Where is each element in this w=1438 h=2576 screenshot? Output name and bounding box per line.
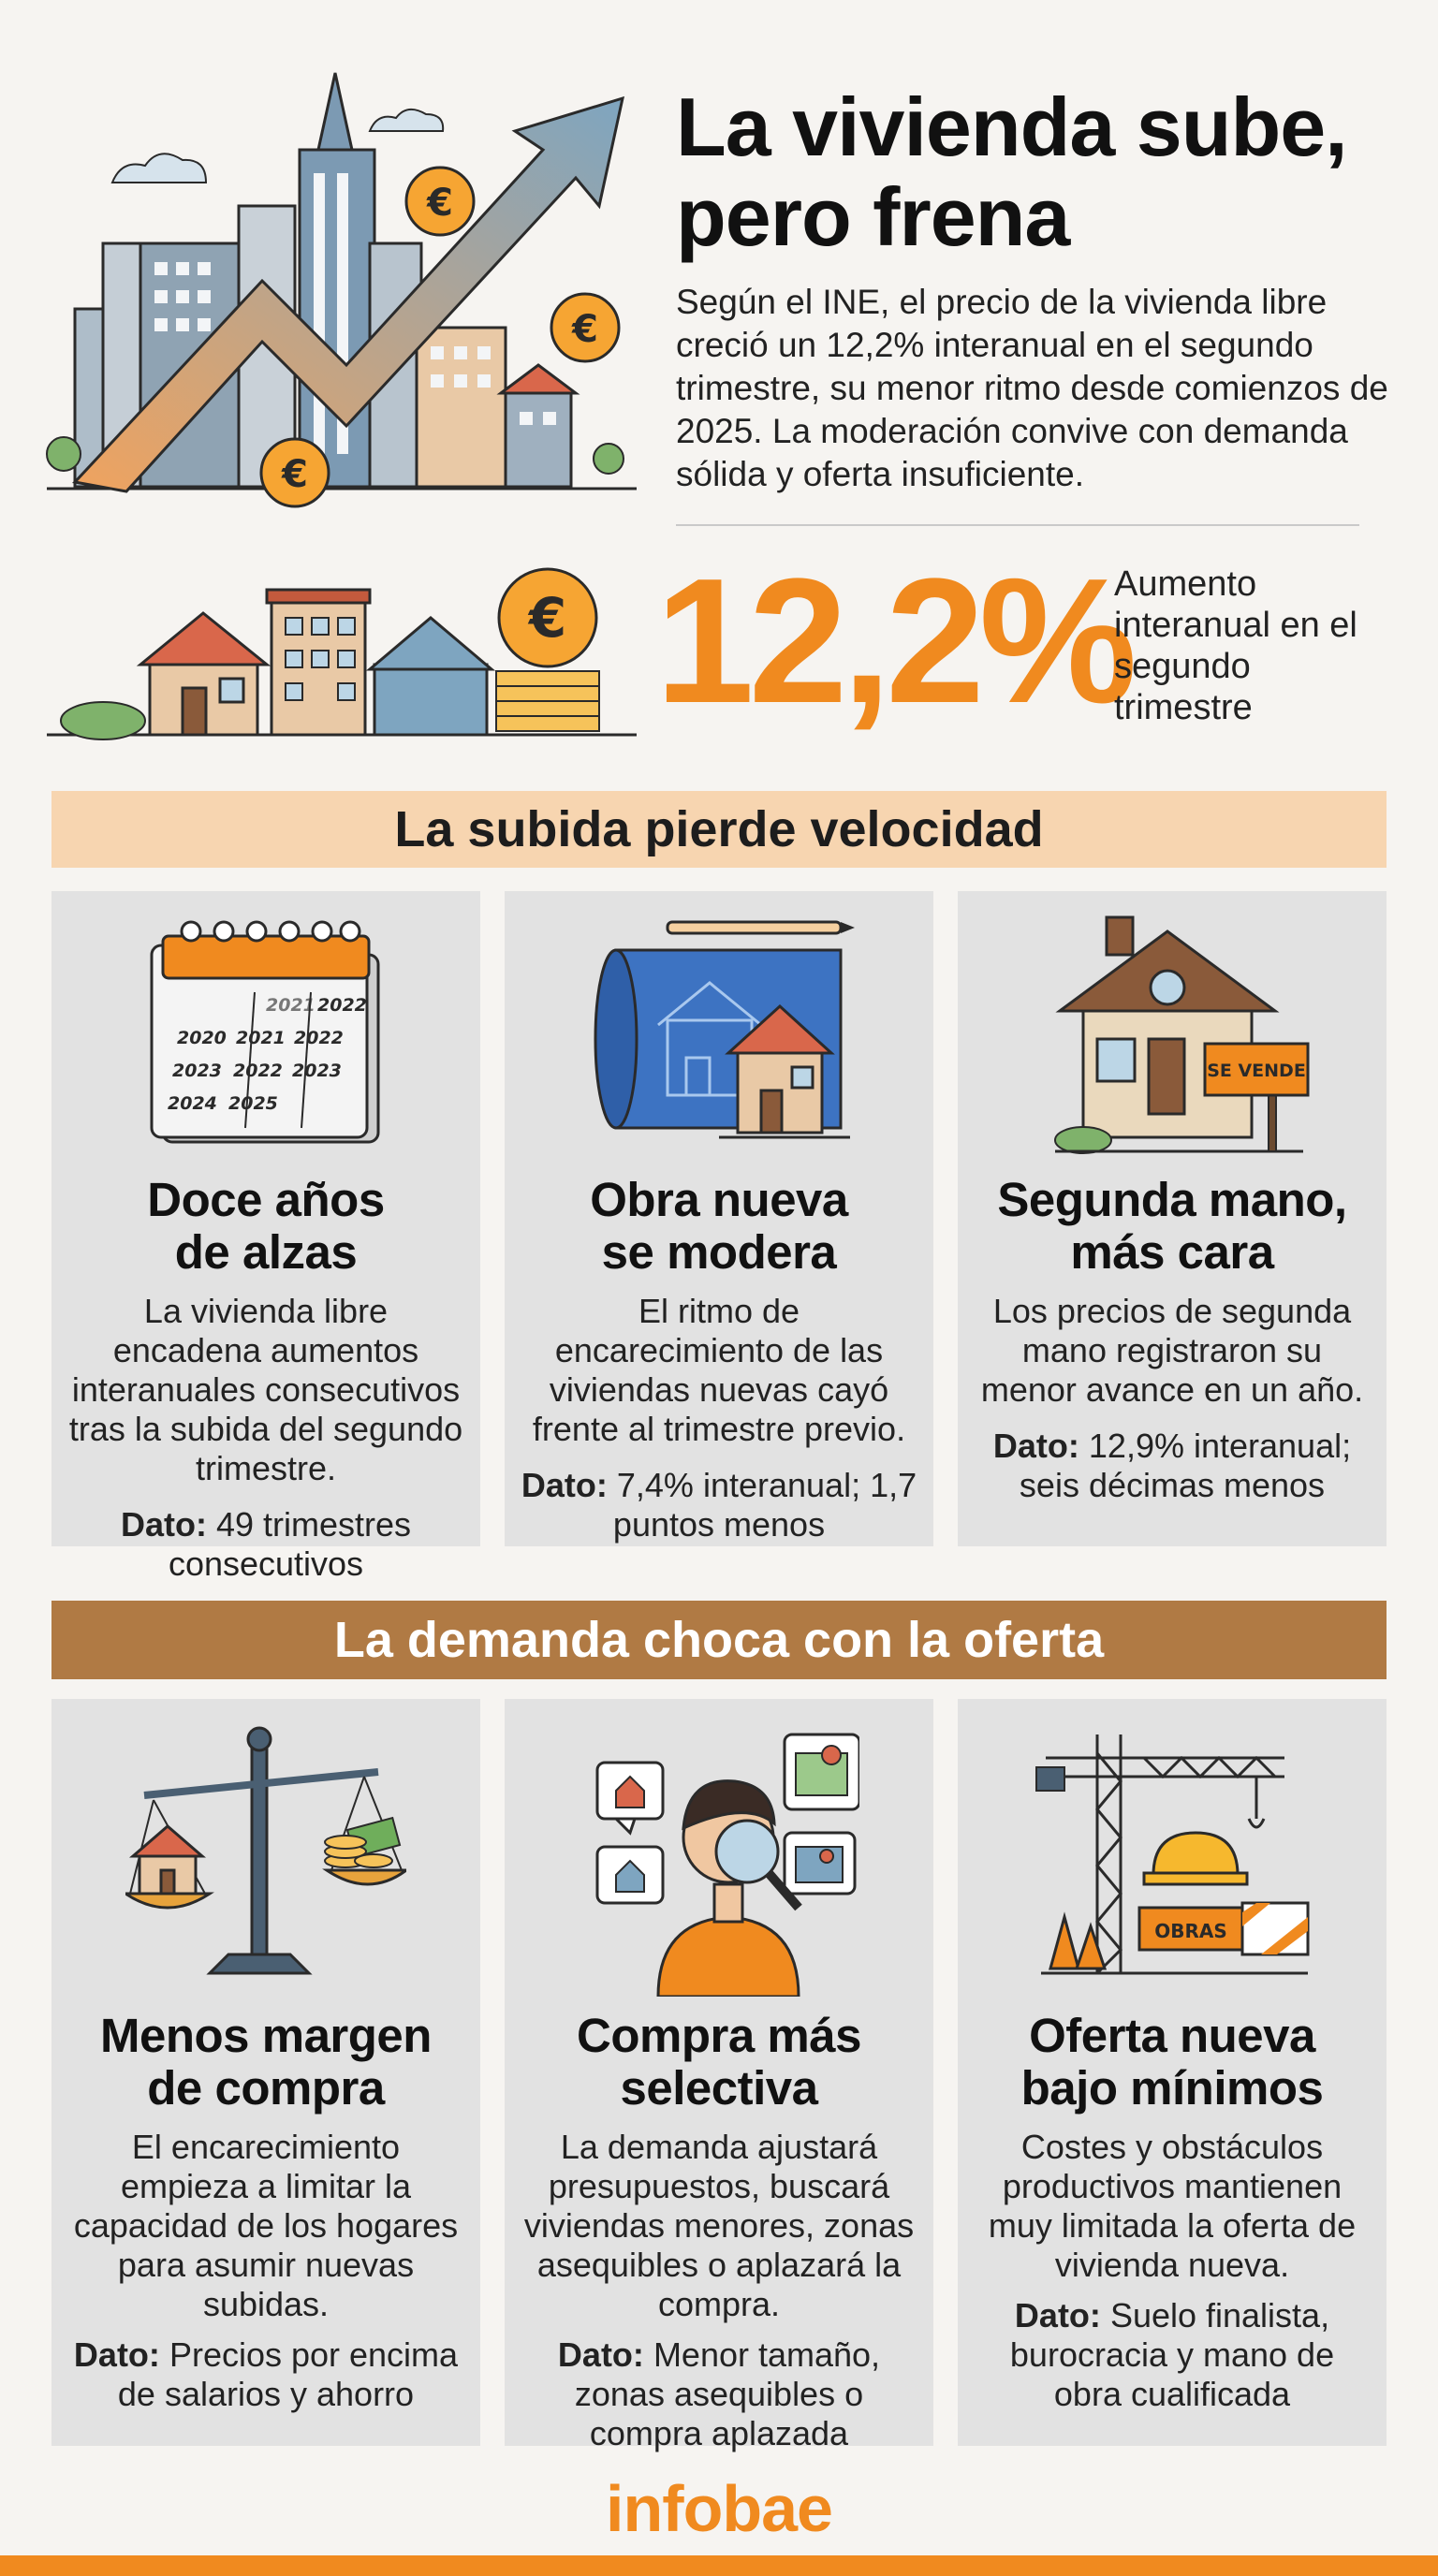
svg-text:€: € — [426, 182, 453, 225]
card-title: Compra más selectiva — [577, 2009, 861, 2115]
svg-text:2022: 2022 — [233, 1061, 283, 1081]
page-title: La vivienda sube, pero frena — [676, 82, 1416, 262]
euro-coin-icon: € € € — [259, 166, 621, 508]
bottom-bar — [0, 2555, 1438, 2576]
card-doce-anos: 2021 2022 2020 2021 2022 2023 2022 2023 … — [51, 891, 480, 1583]
card-oferta-nueva: OBRAS Oferta nueva bajo mínimos Costes y… — [958, 1699, 1387, 2446]
svg-text:OBRAS: OBRAS — [1154, 1920, 1227, 1942]
svg-text:2021: 2021 — [236, 1028, 286, 1048]
card-segunda-mano: SE VENDE Segunda mano, más cara Los prec… — [958, 891, 1387, 1546]
calendar-icon: 2021 2022 2020 2021 2022 2023 2022 2023 … — [150, 920, 380, 1144]
svg-text:2022: 2022 — [294, 1028, 344, 1048]
svg-text:2024: 2024 — [168, 1093, 217, 1114]
headline-caption: Aumento interanual en el segundo trimest… — [1114, 564, 1357, 727]
card-dato: Dato: Suelo finalista, burocracia y mano… — [1009, 2296, 1335, 2413]
card-body: Costes y obstáculos productivos mantiene… — [988, 2128, 1357, 2284]
card-obra-nueva: Obra nueva se modera El ritmo de encarec… — [505, 891, 933, 1546]
card-body: El ritmo de encarecimiento de las vivien… — [532, 1292, 906, 1448]
infobae-logo[interactable]: infobae — [606, 2472, 833, 2545]
svg-text:€: € — [571, 308, 598, 351]
card-title: Obra nueva se modera — [590, 1173, 848, 1279]
headline-percentage: 12,2% — [655, 542, 1137, 740]
person-magnifier-icon — [595, 1733, 859, 1997]
svg-text:2020: 2020 — [177, 1028, 227, 1048]
divider — [676, 524, 1359, 526]
svg-text:2023: 2023 — [172, 1061, 222, 1081]
card-dato: Dato: Menor tamaño, zonas asequibles o c… — [557, 2335, 881, 2452]
svg-text:2023: 2023 — [292, 1061, 342, 1081]
for-sale-house-icon: SE VENDE — [1054, 915, 1310, 1154]
svg-text:2021: 2021 — [266, 995, 315, 1016]
card-compra-selectiva: Compra más selectiva La demanda ajustará… — [505, 1699, 933, 2452]
svg-text:€: € — [527, 586, 566, 650]
blueprint-house-icon — [594, 920, 855, 1139]
houses-icon: € — [47, 567, 637, 740]
card-title: Doce años de alzas — [147, 1173, 385, 1279]
card-body: La vivienda libre encadena aumentos inte… — [68, 1292, 463, 1487]
card-body: El encarecimiento empieza a limitar la c… — [73, 2128, 459, 2323]
svg-text:SE VENDE: SE VENDE — [1207, 1061, 1306, 1081]
card-body: Los precios de segunda mano registraron … — [980, 1292, 1364, 1409]
card-title: Menos margen de compra — [100, 2009, 432, 2115]
card-body: La demanda ajustará presupuestos, buscar… — [523, 2128, 915, 2323]
card-dato: Dato: Precios por encima de salarios y a… — [73, 2335, 459, 2413]
svg-text:2022: 2022 — [317, 995, 367, 1016]
city-growth-icon: € € € — [46, 72, 637, 508]
card-dato: Dato: 49 trimestres consecutivos — [120, 1505, 412, 1583]
title-line-1: La vivienda sube, — [676, 80, 1348, 173]
section-banner-demand: La demanda choca con la oferta — [51, 1601, 1387, 1679]
card-dato: Dato: 7,4% interanual; 1,7 puntos menos — [521, 1466, 917, 1544]
svg-text:2025: 2025 — [228, 1093, 278, 1114]
title-line-2: pero frena — [676, 170, 1070, 263]
card-title: Segunda mano, más cara — [997, 1173, 1347, 1279]
construction-crane-icon: OBRAS — [1035, 1734, 1310, 1975]
svg-text:€: € — [281, 453, 308, 496]
card-menos-margen: Menos margen de compra El encarecimiento… — [51, 1699, 480, 2446]
intro-text: Según el INE, el precio de la vivienda l… — [676, 283, 1388, 493]
card-title: Oferta nueva bajo mínimos — [1020, 2009, 1324, 2115]
section-banner-speed: La subida pierde velocidad — [51, 791, 1387, 868]
card-dato: Dato: 12,9% interanual; seis décimas men… — [992, 1427, 1352, 1504]
balance-scale-icon — [125, 1726, 406, 1975]
